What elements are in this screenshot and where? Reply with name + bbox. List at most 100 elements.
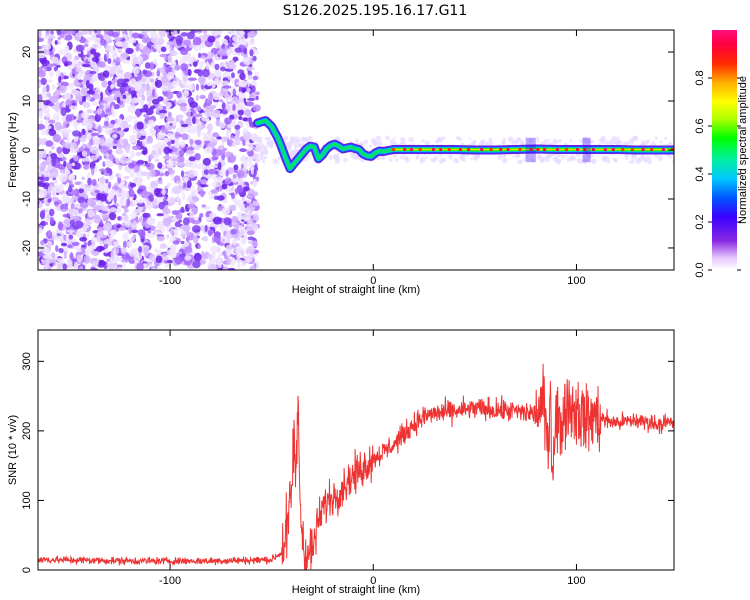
noise-speckle [145, 107, 154, 116]
noise-speckle [218, 252, 223, 257]
noise-speckle [113, 194, 117, 204]
ridge-halo [657, 155, 663, 161]
noise-speckle [96, 245, 103, 253]
ridge-halo [515, 152, 520, 158]
ridge-halo [290, 153, 294, 157]
noise-speckle [247, 149, 254, 157]
noise-speckle [44, 43, 51, 51]
noise-speckle [126, 198, 131, 207]
noise-speckle [238, 224, 244, 231]
bottom-x-tick-label: 100 [567, 575, 585, 587]
top-y-tick-label: 10 [21, 95, 33, 107]
noise-speckle [172, 240, 180, 245]
noise-speckle [181, 133, 189, 141]
noise-speckle [199, 79, 205, 87]
noise-speckle [157, 162, 163, 169]
noise-speckle [210, 245, 219, 254]
noise-speckle [144, 62, 151, 69]
noise-speckle [45, 169, 50, 174]
noise-speckle [130, 229, 139, 233]
noise-speckle [92, 94, 101, 100]
noise-speckle [224, 117, 232, 125]
noise-speckle [163, 146, 171, 155]
ridge-halo [598, 138, 602, 142]
noise-speckle [219, 99, 224, 103]
noise-speckle [40, 245, 48, 251]
noise-speckle [94, 165, 98, 174]
noise-speckle [170, 173, 174, 182]
colorbar: 0.0 0.2 0.4 0.6 0.8 Normalized spectral ampl… [694, 30, 749, 278]
noise-speckle [221, 38, 228, 45]
noise-speckle [111, 90, 120, 95]
noise-speckle [167, 196, 171, 200]
noise-speckle [73, 261, 79, 270]
colorbar-ticks: 0.0 0.2 0.4 0.6 0.8 [694, 70, 741, 278]
ridge-halo [664, 136, 668, 140]
noise-speckle [87, 197, 95, 207]
noise-speckle [75, 44, 85, 52]
noise-speckle [38, 151, 44, 160]
noise-speckle [168, 148, 173, 153]
colorbar-tick-label: 0.0 [694, 262, 706, 277]
noise-speckle [111, 62, 116, 68]
noise-speckle [203, 236, 209, 242]
chart-title: S126.2025.195.16.17.G11 [283, 3, 468, 19]
ridge-halo [307, 135, 313, 141]
noise-speckle [166, 234, 170, 239]
noise-speckle [47, 119, 56, 124]
noise-speckle [233, 164, 239, 171]
noise-speckle [232, 103, 236, 112]
noise-speckle [128, 162, 135, 169]
noise-speckle [81, 30, 91, 35]
noise-speckle [176, 91, 183, 99]
noise-speckle [166, 182, 172, 187]
noise-speckle [182, 74, 188, 83]
ridge-halo [488, 137, 493, 143]
noise-speckle [158, 30, 167, 38]
noise-speckle [141, 222, 146, 227]
bottom-x-tick-label: 0 [370, 575, 376, 587]
noise-speckle [189, 200, 197, 204]
noise-speckle [221, 102, 226, 110]
noise-speckle [38, 66, 44, 72]
noise-speckle [74, 55, 80, 61]
noise-speckle [220, 66, 226, 72]
noise-speckle [239, 38, 248, 46]
noise-speckle [183, 39, 191, 46]
noise-speckle [216, 149, 226, 156]
noise-speckle [110, 233, 114, 242]
noise-speckle [183, 177, 189, 183]
noise-speckle [124, 185, 129, 189]
ridge-halo [582, 156, 586, 159]
noise-speckle [243, 97, 247, 104]
noise-speckle [182, 192, 186, 201]
noise-speckle [164, 170, 170, 177]
noise-speckle [89, 155, 98, 161]
noise-speckle [136, 199, 144, 204]
noise-speckle [180, 240, 185, 245]
ridge-halo [547, 155, 551, 159]
noise-speckle [202, 225, 206, 234]
noise-speckle [63, 194, 70, 203]
ridge-halo [254, 147, 257, 150]
noise-speckle [48, 102, 54, 107]
noise-speckle [229, 59, 236, 69]
ridge-halo [438, 158, 445, 164]
noise-speckle [56, 64, 61, 68]
noise-speckle [177, 30, 180, 35]
noise-speckle [98, 155, 102, 161]
noise-speckle [194, 153, 201, 161]
noise-speckle [139, 130, 148, 136]
noise-speckle [45, 128, 50, 136]
ridge-peak [489, 147, 493, 152]
y-axis-label-top: Frequency (Hz) [7, 112, 19, 188]
noise-speckle [123, 175, 130, 180]
noise-speckle [171, 210, 180, 215]
noise-speckle [240, 222, 244, 226]
noise-speckle [99, 193, 107, 202]
noise-speckle [149, 61, 154, 71]
noise-speckle [180, 63, 189, 72]
noise-speckle [166, 249, 175, 256]
ridge-halo [600, 135, 606, 141]
noise-speckle [124, 208, 129, 213]
